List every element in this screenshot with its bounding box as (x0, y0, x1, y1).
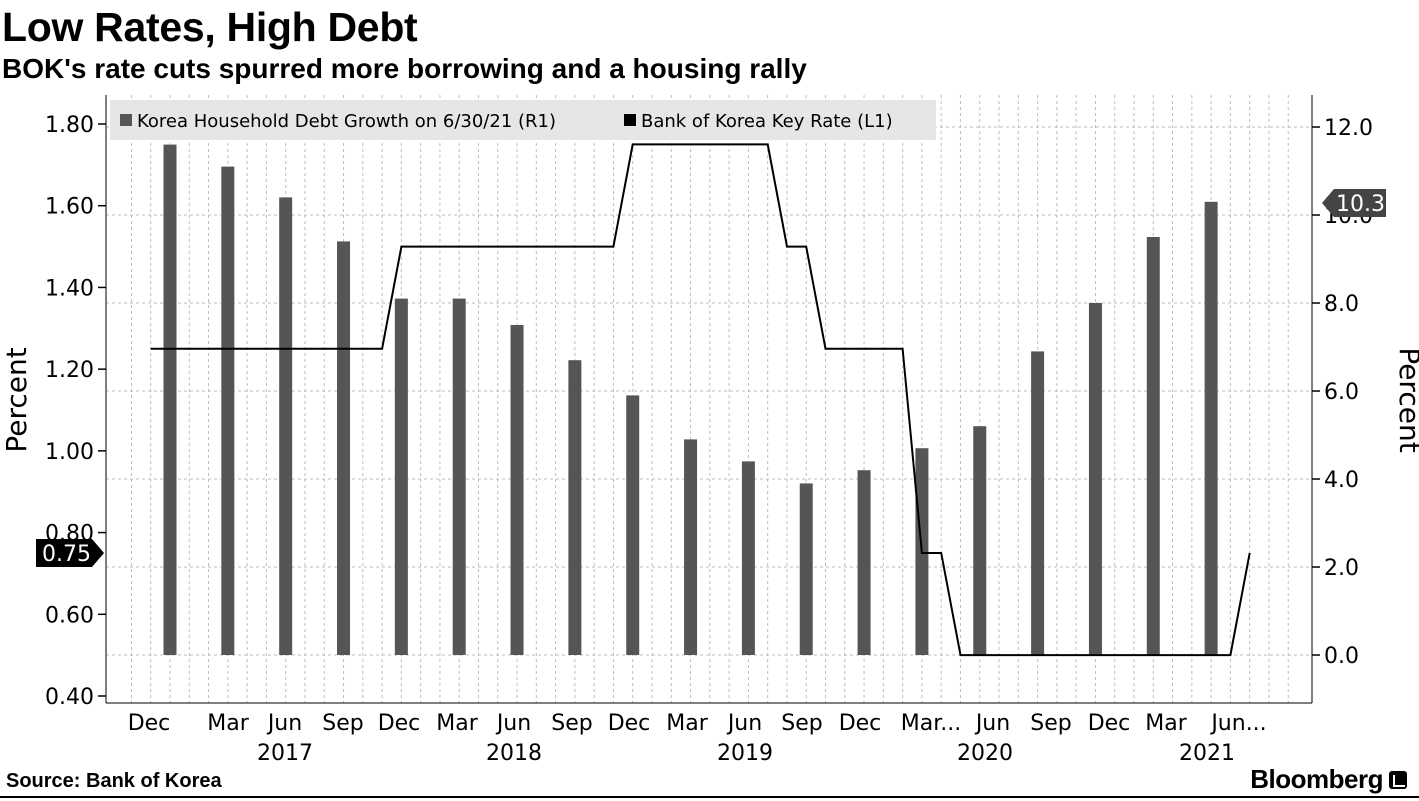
right-tick-label: 6.0 (1324, 380, 1359, 405)
left-axis-title: Percent (0, 347, 33, 452)
debt-growth-bar (1146, 237, 1160, 655)
chart-title: Low Rates, High Debt (2, 4, 418, 50)
debt-growth-bar (279, 197, 293, 655)
x-year-label: 2019 (717, 741, 773, 766)
brand-name: Bloomberg (1250, 764, 1383, 794)
x-tick-label: Mar... (901, 711, 961, 736)
x-tick-label: Sep (1030, 711, 1071, 736)
x-year-label: 2020 (957, 741, 1013, 766)
brand: Bloomberg (1250, 764, 1407, 795)
legend-swatch (624, 114, 636, 126)
source-note: Source: Bank of Korea (6, 770, 222, 792)
axes: 0.400.600.801.001.201.401.601.80Percent0… (0, 95, 1419, 766)
chart-subtitle: BOK's rate cuts spurred more borrowing a… (2, 53, 807, 84)
right-axis-title: Percent (1393, 347, 1419, 452)
right-tick-label: 4.0 (1324, 468, 1359, 493)
left-tick-label: 0.40 (45, 685, 94, 710)
x-tick-label: Dec (1088, 711, 1131, 736)
debt-growth-bar (568, 360, 582, 655)
right-tick-label: 12.0 (1324, 116, 1373, 141)
left-tick-label: 0.60 (45, 603, 94, 628)
right-tick-label: 8.0 (1324, 292, 1359, 317)
debt-growth-last-value-marker (1322, 189, 1386, 217)
debt-growth-bar (163, 144, 177, 655)
key-rate-last-value-label: 0.75 (42, 542, 91, 567)
x-tick-label: Jun (266, 711, 302, 736)
x-tick-label: Mar (207, 711, 249, 736)
left-tick-label: 1.00 (45, 440, 94, 465)
debt-growth-bar (1088, 303, 1102, 655)
legend-swatch (120, 114, 132, 126)
x-tick-label: Dec (128, 711, 171, 736)
left-tick-label: 1.80 (45, 113, 94, 138)
debt-growth-bar (741, 461, 755, 655)
debt-growth-bar (337, 241, 351, 655)
debt-growth-bar (1204, 201, 1218, 656)
right-tick-label: 0.0 (1324, 644, 1359, 669)
x-tick-label: Dec (839, 711, 882, 736)
x-tick-label: Jun (726, 711, 762, 736)
bloomberg-logo-icon (1389, 770, 1407, 789)
legend: Korea Household Debt Growth on 6/30/21 (… (110, 100, 936, 140)
key-rate-last-value-marker (36, 539, 104, 567)
debt-growth-bar (510, 325, 524, 655)
debt-growth-bar (452, 298, 466, 655)
x-tick-label: Jun (974, 711, 1010, 736)
x-year-label: 2021 (1179, 741, 1235, 766)
legend-label: Bank of Korea Key Rate (L1) (641, 111, 893, 132)
debt-growth-bars (163, 144, 1218, 656)
x-tick-label: Mar (1145, 711, 1187, 736)
debt-growth-bar (799, 483, 813, 655)
key-rate-polyline (150, 143, 1251, 657)
x-tick-label: Mar (666, 711, 708, 736)
right-tick-label: 2.0 (1324, 556, 1359, 581)
x-tick-label: Sep (322, 711, 363, 736)
debt-growth-bar (1031, 351, 1045, 655)
left-tick-label: 1.40 (45, 276, 94, 301)
legend-label: Korea Household Debt Growth on 6/30/21 (… (137, 111, 556, 132)
x-year-label: 2017 (257, 741, 313, 766)
debt-growth-last-value-label: 10.3 (1336, 192, 1385, 217)
x-tick-label: Dec (608, 711, 651, 736)
left-tick-label: 1.60 (45, 195, 94, 220)
legend-background (110, 100, 936, 140)
x-tick-label: Dec (378, 711, 421, 736)
x-tick-label: Jun (495, 711, 531, 736)
x-tick-label: Jun... (1209, 711, 1266, 736)
key-rate-line (150, 143, 1251, 657)
debt-growth-bar (221, 166, 235, 655)
debt-growth-bar (857, 470, 871, 655)
debt-growth-bar (973, 426, 987, 655)
debt-growth-bar (394, 298, 408, 655)
debt-growth-bar (684, 439, 698, 655)
debt-growth-bar (626, 395, 640, 655)
x-tick-label: Sep (551, 711, 592, 736)
x-tick-label: Mar (436, 711, 478, 736)
x-year-label: 2018 (486, 741, 542, 766)
x-tick-label: Sep (781, 711, 822, 736)
left-tick-label: 1.20 (45, 358, 94, 383)
bottom-rule (0, 796, 1419, 798)
